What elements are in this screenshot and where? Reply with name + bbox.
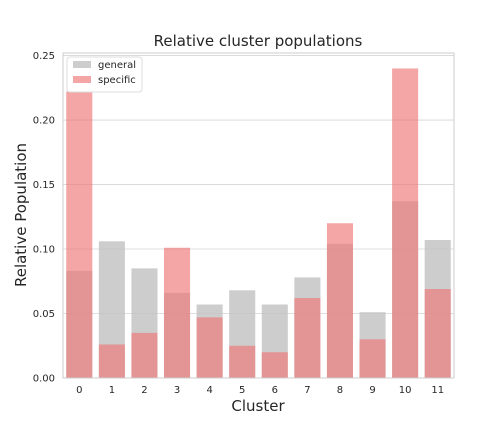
- x-tick-label: 0: [76, 385, 82, 396]
- bar-specific-9: [359, 339, 386, 378]
- bar-specific-5: [229, 345, 256, 378]
- bar-specific-7: [294, 298, 321, 378]
- chart-title: Relative cluster populations: [154, 32, 363, 50]
- bar-specific-2: [131, 332, 158, 378]
- y-tick-label: 0.10: [33, 245, 55, 256]
- plot-area: 0.00 0.05 0.10 0.15 0.20 0.25 0 1 2 3 4 5 6 7 8 9 10 11 ge…: [33, 51, 455, 396]
- y-tick-label: 0.00: [33, 374, 55, 385]
- x-tick-label: 4: [206, 385, 212, 396]
- x-tick-label: 5: [239, 385, 245, 396]
- bar-specific-8: [326, 223, 353, 378]
- bar-specific-11: [424, 289, 451, 378]
- y-tick-label: 0.25: [33, 51, 55, 62]
- legend-label-specific: specific: [98, 75, 136, 86]
- bar-specific-4: [196, 317, 223, 378]
- bar-specific-10: [392, 68, 419, 378]
- x-tick-label: 7: [304, 385, 310, 396]
- plot-frame: [62, 52, 455, 379]
- plot-background: [63, 53, 454, 378]
- x-tick-label: 2: [141, 385, 147, 396]
- y-tick-label: 0.20: [33, 116, 55, 127]
- x-tick-label: 10: [399, 385, 412, 396]
- y-tick-label: 0.05: [33, 309, 55, 320]
- legend: general specific: [66, 56, 143, 93]
- bar-specific-0: [66, 91, 93, 378]
- x-tick-label: 6: [272, 385, 278, 396]
- x-tick-label: 9: [369, 385, 375, 396]
- x-tick-label: 11: [431, 385, 444, 396]
- y-tick-label: 0.15: [33, 180, 55, 191]
- bar-specific-6: [261, 352, 288, 378]
- x-axis-label: Cluster: [231, 397, 285, 415]
- legend-swatch-general: [73, 61, 91, 68]
- legend-swatch-specific: [73, 76, 91, 83]
- legend-label-general: general: [98, 60, 136, 71]
- y-axis-label: Relative Population: [12, 143, 30, 287]
- bar-specific-1: [98, 344, 125, 378]
- x-tick-label: 1: [109, 385, 115, 396]
- x-tick-label: 8: [337, 385, 343, 396]
- x-tick-label: 3: [174, 385, 180, 396]
- bar-specific-3: [164, 247, 191, 378]
